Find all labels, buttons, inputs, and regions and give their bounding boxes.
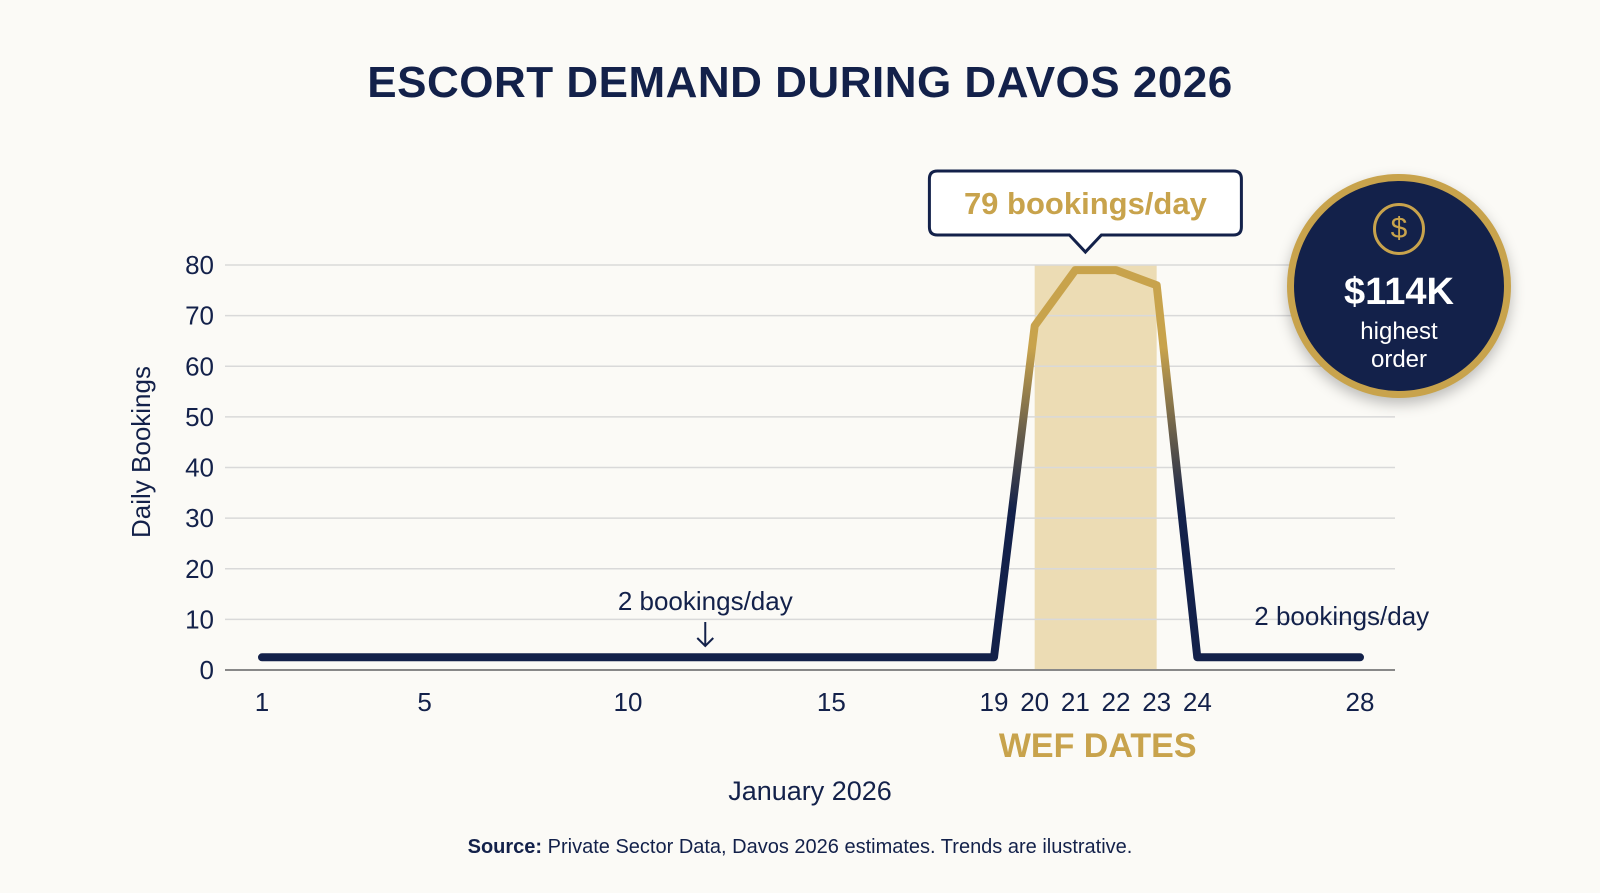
y-axis-label: Daily Bookings xyxy=(126,366,156,538)
x-tick-label: 19 xyxy=(980,687,1009,717)
y-tick-label: 60 xyxy=(185,351,214,381)
x-tick-label: 15 xyxy=(817,687,846,717)
x-axis-label: January 2026 xyxy=(728,776,892,806)
source-text: Private Sector Data, Davos 2026 estimate… xyxy=(542,836,1133,858)
y-tick-label: 80 xyxy=(185,250,214,280)
baseline-annotation-left: 2 bookings/day xyxy=(618,586,793,616)
peak-callout-label: 79 bookings/day xyxy=(964,186,1208,221)
dollar-icon: $ xyxy=(1373,203,1425,255)
x-tick-label: 10 xyxy=(614,687,643,717)
x-tick-label: 28 xyxy=(1346,687,1375,717)
peak-callout-box xyxy=(927,169,1243,255)
down-arrow-icon xyxy=(696,622,714,648)
x-tick-label: 1 xyxy=(255,687,269,717)
y-tick-label: 30 xyxy=(185,503,214,533)
wef-dates-label: WEF DATES xyxy=(999,727,1197,765)
source-prefix: Source: xyxy=(467,836,543,858)
y-tick-label: 0 xyxy=(200,655,214,685)
badge-amount: $114K xyxy=(1344,271,1454,313)
chart-title: ESCORT DEMAND DURING DAVOS 2026 xyxy=(367,58,1233,107)
series-line-daily-bookings xyxy=(258,266,1364,662)
x-tick-label: 5 xyxy=(417,687,431,717)
source-note: Source: Private Sector Data, Davos 2026 … xyxy=(0,836,1600,859)
highest-order-badge: $ $114K highest order xyxy=(1287,174,1511,398)
baseline-annotation-right: 2 bookings/day xyxy=(1254,601,1429,631)
x-tick-label: 23 xyxy=(1142,687,1171,717)
y-tick-label: 40 xyxy=(185,453,214,483)
x-tick-label: 21 xyxy=(1061,687,1090,717)
y-tick-label: 50 xyxy=(185,402,214,432)
badge-label: highest order xyxy=(1360,318,1438,373)
x-tick-label: 24 xyxy=(1183,687,1212,717)
x-tick-label: 20 xyxy=(1020,687,1049,717)
x-tick-label: 22 xyxy=(1102,687,1131,717)
y-tick-label: 70 xyxy=(185,301,214,331)
y-tick-label: 20 xyxy=(185,554,214,584)
y-tick-label: 10 xyxy=(185,604,214,634)
